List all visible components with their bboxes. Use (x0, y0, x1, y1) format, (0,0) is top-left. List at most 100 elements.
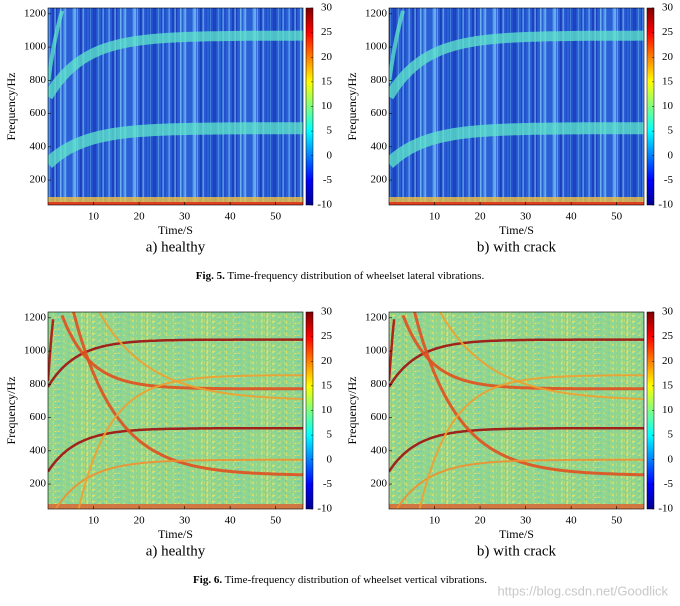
colorbar-tick-label: 25 (662, 330, 674, 342)
x-axis-label: Time/S (499, 527, 534, 541)
colorbar-tick-label: 0 (327, 149, 333, 161)
colorbar-tick-label: 5 (327, 125, 333, 137)
ridge (439, 312, 644, 400)
colorbar-tick-label: -5 (664, 174, 674, 186)
figure-caption: Fig. 5. Time-frequency distribution of w… (196, 270, 485, 282)
colorbar-tick-label: -5 (323, 478, 333, 490)
spectrogram (389, 312, 644, 509)
colorbar-tick-label: 0 (668, 149, 674, 161)
y-tick-label: 1000 (24, 41, 47, 53)
panel: 10 20 30 40 5020040060080010001200Time/SFreq… (345, 2, 674, 256)
x-tick-label: 50 (611, 211, 623, 223)
colorbar-tick-label: 0 (327, 453, 333, 465)
panel-caption: b) with crack (477, 543, 557, 559)
x-tick-label: 20 (134, 211, 146, 223)
x-tick-label: 10 (429, 211, 441, 223)
colorbar-tick-label: 5 (668, 429, 674, 441)
x-tick-label: 30 (520, 515, 532, 527)
figure-label: Fig. 6. (193, 574, 222, 586)
colorbar-tick-label: -5 (664, 478, 674, 490)
plot-frame (388, 7, 645, 206)
colorbar-tick-label: -10 (658, 503, 673, 515)
low-band (389, 504, 644, 509)
plot-frame (47, 7, 304, 206)
x-tick-label: 20 (475, 515, 487, 527)
ridge (418, 374, 644, 509)
y-tick-label: 1000 (365, 345, 388, 357)
y-tick-label: 1000 (24, 345, 47, 357)
colorbar-tick-label: 25 (321, 26, 333, 38)
colorbar-tick-label: 15 (321, 75, 333, 87)
colorbar-tick-label: 25 (321, 330, 333, 342)
ridge (389, 338, 644, 388)
y-tick-label: 600 (371, 411, 388, 423)
band (389, 122, 644, 169)
spectrogram (48, 312, 303, 509)
y-tick-label: 1000 (365, 41, 388, 53)
ridge (77, 374, 303, 509)
colorbar-tick-label: -10 (658, 199, 673, 211)
y-axis-label: Frequency/Hz (4, 73, 18, 141)
ridge (389, 426, 644, 473)
ridge (60, 314, 303, 391)
colorbar-tick-label: 30 (662, 2, 674, 14)
spectrogram (389, 8, 644, 205)
plot-frame (47, 311, 304, 510)
x-tick-label: 50 (270, 515, 282, 527)
colorbar-tick-label: -10 (317, 199, 332, 211)
ridge (389, 319, 396, 381)
colorbar-tick-label: 5 (668, 125, 674, 137)
y-tick-label: 400 (371, 444, 388, 456)
low-band (389, 202, 644, 205)
colorbar-tick-label: -10 (317, 503, 332, 515)
x-tick-label: 20 (134, 515, 146, 527)
colorbar-tick-label: 30 (662, 306, 674, 318)
ridge (72, 312, 303, 477)
ridge (98, 312, 303, 400)
ridge (401, 314, 644, 391)
y-tick-label: 200 (371, 174, 388, 186)
y-tick-label: 1200 (365, 311, 388, 323)
y-tick-label: 400 (30, 444, 47, 456)
y-axis-label: Frequency/Hz (345, 377, 359, 445)
ridge (48, 426, 303, 473)
y-tick-label: 600 (371, 107, 388, 119)
panel: 10 20 30 40 5020040060080010001200Time/SFreq… (4, 2, 333, 256)
watermark: https://blog.csdn.net/Goodlick (497, 583, 668, 598)
colorbar-tick-label: 30 (321, 2, 333, 14)
x-tick-label: 50 (611, 515, 623, 527)
colorbar-tick-label: 20 (321, 51, 333, 63)
y-tick-label: 400 (30, 140, 47, 152)
colorbar-tick-label: 10 (662, 100, 674, 112)
colorbar-tick-label: 15 (321, 379, 333, 391)
y-tick-label: 800 (30, 74, 47, 86)
x-tick-label: 10 (88, 515, 100, 527)
colorbar-tick-label: 25 (662, 26, 674, 38)
colorbar-tick-label: 15 (662, 75, 674, 87)
x-tick-label: 40 (225, 515, 237, 527)
colorbar-tick-label: 10 (662, 404, 674, 416)
x-axis-label: Time/S (158, 527, 193, 541)
colorbar-tick-label: 20 (662, 51, 674, 63)
x-tick-label: 10 (429, 515, 441, 527)
y-tick-label: 400 (371, 140, 388, 152)
colorbar-tick-label: -5 (323, 174, 333, 186)
y-tick-label: 200 (30, 174, 47, 186)
x-tick-label: 30 (520, 211, 532, 223)
ridge (413, 312, 644, 477)
spectrogram (48, 8, 303, 205)
panel: 10 20 30 40 5020040060080010001200Time/SFreq… (4, 306, 333, 560)
low-band (389, 197, 644, 205)
x-axis-label: Time/S (158, 223, 193, 237)
y-tick-label: 1200 (365, 7, 388, 19)
y-tick-label: 800 (371, 378, 388, 390)
colorbar-tick-label: 20 (321, 355, 333, 367)
low-band (48, 202, 303, 205)
panel: 10 20 30 40 5020040060080010001200Time/SFreq… (345, 306, 674, 560)
low-band (48, 504, 303, 509)
figure-label: Fig. 5. (196, 270, 225, 282)
colorbar-tick-label: 20 (662, 355, 674, 367)
x-tick-label: 40 (225, 211, 237, 223)
y-tick-label: 800 (30, 378, 47, 390)
